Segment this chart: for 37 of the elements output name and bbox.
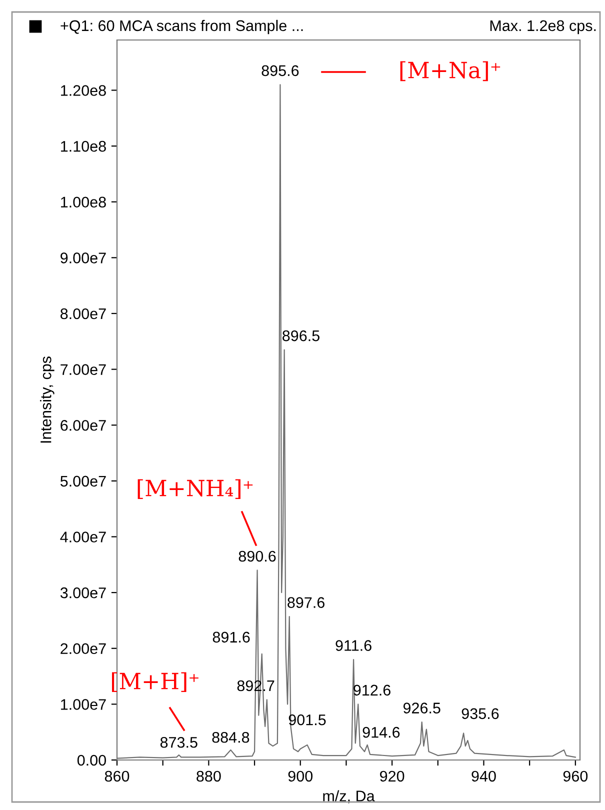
chart-title: +Q1: 60 MCA scans from Sample ... <box>60 20 303 34</box>
annotation: [M+H]⁺ <box>112 672 198 692</box>
y-tick-label: 4.00e7 <box>60 532 106 542</box>
y-tick-label: 1.00e8 <box>61 196 106 208</box>
annotation: 890.6 <box>238 550 276 562</box>
y-tick-label: 1.00e7 <box>61 699 106 710</box>
x-tick-label: 880 <box>196 770 221 782</box>
y-tick-label: 1.10e8 <box>61 140 106 152</box>
annotation: 911.6 <box>336 640 372 651</box>
annotation: [M+Na]⁺ <box>400 61 500 82</box>
annotation: [M+NH₄]⁺ <box>138 479 253 500</box>
y-tick-label: 5.00e7 <box>60 476 106 487</box>
x-tick-label: 900 <box>288 770 313 782</box>
x-tick-label: 860 <box>104 770 130 782</box>
y-tick-label: 7.00e7 <box>60 364 106 375</box>
annotation: 891.6 <box>212 632 250 643</box>
annotation: 895.6 <box>262 65 299 76</box>
x-tick-label: 960 <box>563 770 588 782</box>
y-tick-label: 3.00e7 <box>60 587 106 598</box>
y-tick-label: 1.20e8 <box>61 85 106 96</box>
chart-subtitle: Max. 1.2e8 cps. <box>490 20 596 34</box>
y-tick-label: 6.00e7 <box>60 420 106 431</box>
annotation: 926.5 <box>403 702 440 714</box>
annotation: 935.6 <box>462 708 499 720</box>
annotation: 873.5 <box>160 736 198 748</box>
y-tick-label: 0.00 <box>77 754 106 766</box>
y-tick-label: 2.00e7 <box>60 643 106 654</box>
annotation: 884.8 <box>212 732 250 743</box>
x-tick-label: 920 <box>380 770 404 782</box>
y-axis-title: Intensity, cps <box>40 356 54 443</box>
x-tick-label: 940 <box>472 770 496 782</box>
annotation: 896.5 <box>282 330 320 342</box>
annotation: 914.6 <box>362 726 400 738</box>
annotation: 897.6 <box>288 597 324 608</box>
x-axis-title: m/z, Da <box>323 790 375 804</box>
y-tick-label: 9.00e7 <box>60 252 106 264</box>
y-tick-label: 8.00e7 <box>60 308 106 320</box>
